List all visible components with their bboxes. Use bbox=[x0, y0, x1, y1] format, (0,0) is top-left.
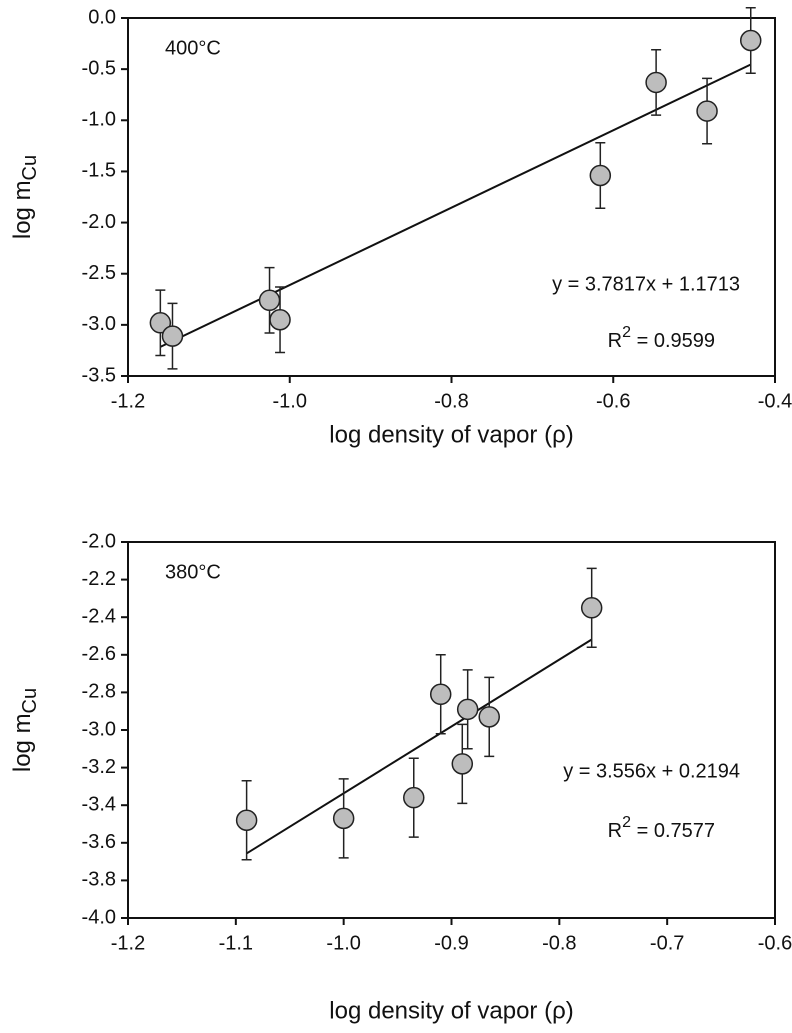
y-tick-label: -3.0 bbox=[82, 718, 116, 740]
data-point bbox=[161, 325, 184, 347]
data-point bbox=[456, 698, 479, 721]
data-point bbox=[739, 29, 762, 52]
y-tick-label: -3.0 bbox=[82, 313, 116, 335]
y-tick-label: -3.4 bbox=[82, 793, 116, 815]
x-tick-label: -0.7 bbox=[650, 932, 684, 954]
y-label-base: log m bbox=[9, 713, 36, 772]
data-point bbox=[332, 807, 355, 830]
y-tick-label: -3.8 bbox=[82, 869, 116, 891]
r2-sup: 2 bbox=[622, 324, 631, 341]
x-tick-label: -1.2 bbox=[111, 390, 145, 412]
y-tick-label: -4.0 bbox=[82, 906, 116, 928]
r2-rest: = 0.9599 bbox=[631, 330, 715, 352]
temperature-label: 400°C bbox=[165, 37, 221, 59]
plot-frame bbox=[127, 17, 776, 377]
r2-base: R bbox=[608, 330, 622, 352]
equation: y = 3.556x + 0.2194 bbox=[563, 760, 740, 782]
data-point bbox=[403, 786, 425, 809]
trend-line bbox=[246, 638, 593, 855]
data-point bbox=[645, 71, 667, 94]
x-tick-label: -0.8 bbox=[434, 390, 468, 412]
y-tick-label: 0.0 bbox=[88, 6, 116, 28]
plot-frame bbox=[127, 541, 776, 919]
data-point bbox=[478, 706, 500, 728]
r2-rest: = 0.7577 bbox=[631, 820, 715, 842]
y-tick-label: -2.0 bbox=[82, 211, 116, 233]
data-point bbox=[580, 597, 603, 619]
data-point bbox=[451, 753, 474, 775]
y-tick-label: -2.6 bbox=[82, 643, 116, 665]
y-label-sub: Cu bbox=[19, 688, 41, 714]
x-tick-label: -0.9 bbox=[434, 932, 468, 954]
chart: 0.0 -0.5 -1.0 -1.5 -2.0 -2.5 -3.0 -3.5 -1.2 -1.0 -… bbox=[9, 6, 792, 448]
y-tick-label: -3.2 bbox=[82, 756, 116, 778]
data-point bbox=[149, 312, 172, 334]
data-point bbox=[269, 308, 291, 331]
y-tick-label: -2.8 bbox=[82, 681, 116, 703]
x-tick-label: -1.2 bbox=[111, 932, 145, 954]
r-squared: R2 = 0.9599 bbox=[608, 324, 715, 352]
y-tick-label: -2.2 bbox=[82, 568, 116, 590]
y-axis-label: log mCu bbox=[9, 155, 41, 239]
equation: y = 3.7817x + 1.1713 bbox=[552, 273, 740, 295]
data-point bbox=[696, 100, 718, 122]
chart: -2.0 -2.2 -2.4 -2.6 -2.8 -3.0 -3.2 -3.4 -3.6 -3.8… bbox=[9, 530, 792, 1024]
trend-line bbox=[159, 63, 752, 348]
y-tick-label: -2.0 bbox=[82, 530, 116, 552]
y-tick-label: -3.6 bbox=[82, 831, 116, 853]
x-tick-label: -0.4 bbox=[758, 390, 792, 412]
x-axis-label: log density of vapor (ρ) bbox=[329, 421, 573, 448]
r2-base: R bbox=[608, 820, 622, 842]
y-tick-label: -2.4 bbox=[82, 605, 116, 627]
y-tick-label: -1.5 bbox=[82, 160, 116, 182]
y-label-sub: Cu bbox=[19, 155, 41, 181]
x-tick-label: -0.6 bbox=[758, 932, 792, 954]
r2-sup: 2 bbox=[622, 814, 631, 831]
y-tick-label: -0.5 bbox=[82, 57, 116, 79]
y-tick-label: -3.5 bbox=[82, 364, 116, 386]
x-tick-label: -1.0 bbox=[326, 932, 360, 954]
x-tick-label: -1.0 bbox=[273, 390, 307, 412]
y-tick-label: -1.0 bbox=[82, 109, 116, 131]
y-label-base: log m bbox=[9, 180, 36, 239]
y-axis-label: log mCu bbox=[9, 688, 41, 772]
x-axis-label: log density of vapor (ρ) bbox=[329, 997, 573, 1024]
x-tick-label: -0.6 bbox=[596, 390, 630, 412]
data-point bbox=[235, 809, 258, 831]
x-tick-label: -0.8 bbox=[542, 932, 576, 954]
temperature-label: 380°C bbox=[165, 561, 221, 583]
x-tick-label: -1.1 bbox=[219, 932, 253, 954]
data-point bbox=[589, 164, 612, 187]
y-tick-label: -2.5 bbox=[82, 262, 116, 284]
data-point bbox=[258, 289, 281, 312]
data-point bbox=[429, 683, 452, 706]
r-squared: R2 = 0.7577 bbox=[608, 814, 715, 842]
